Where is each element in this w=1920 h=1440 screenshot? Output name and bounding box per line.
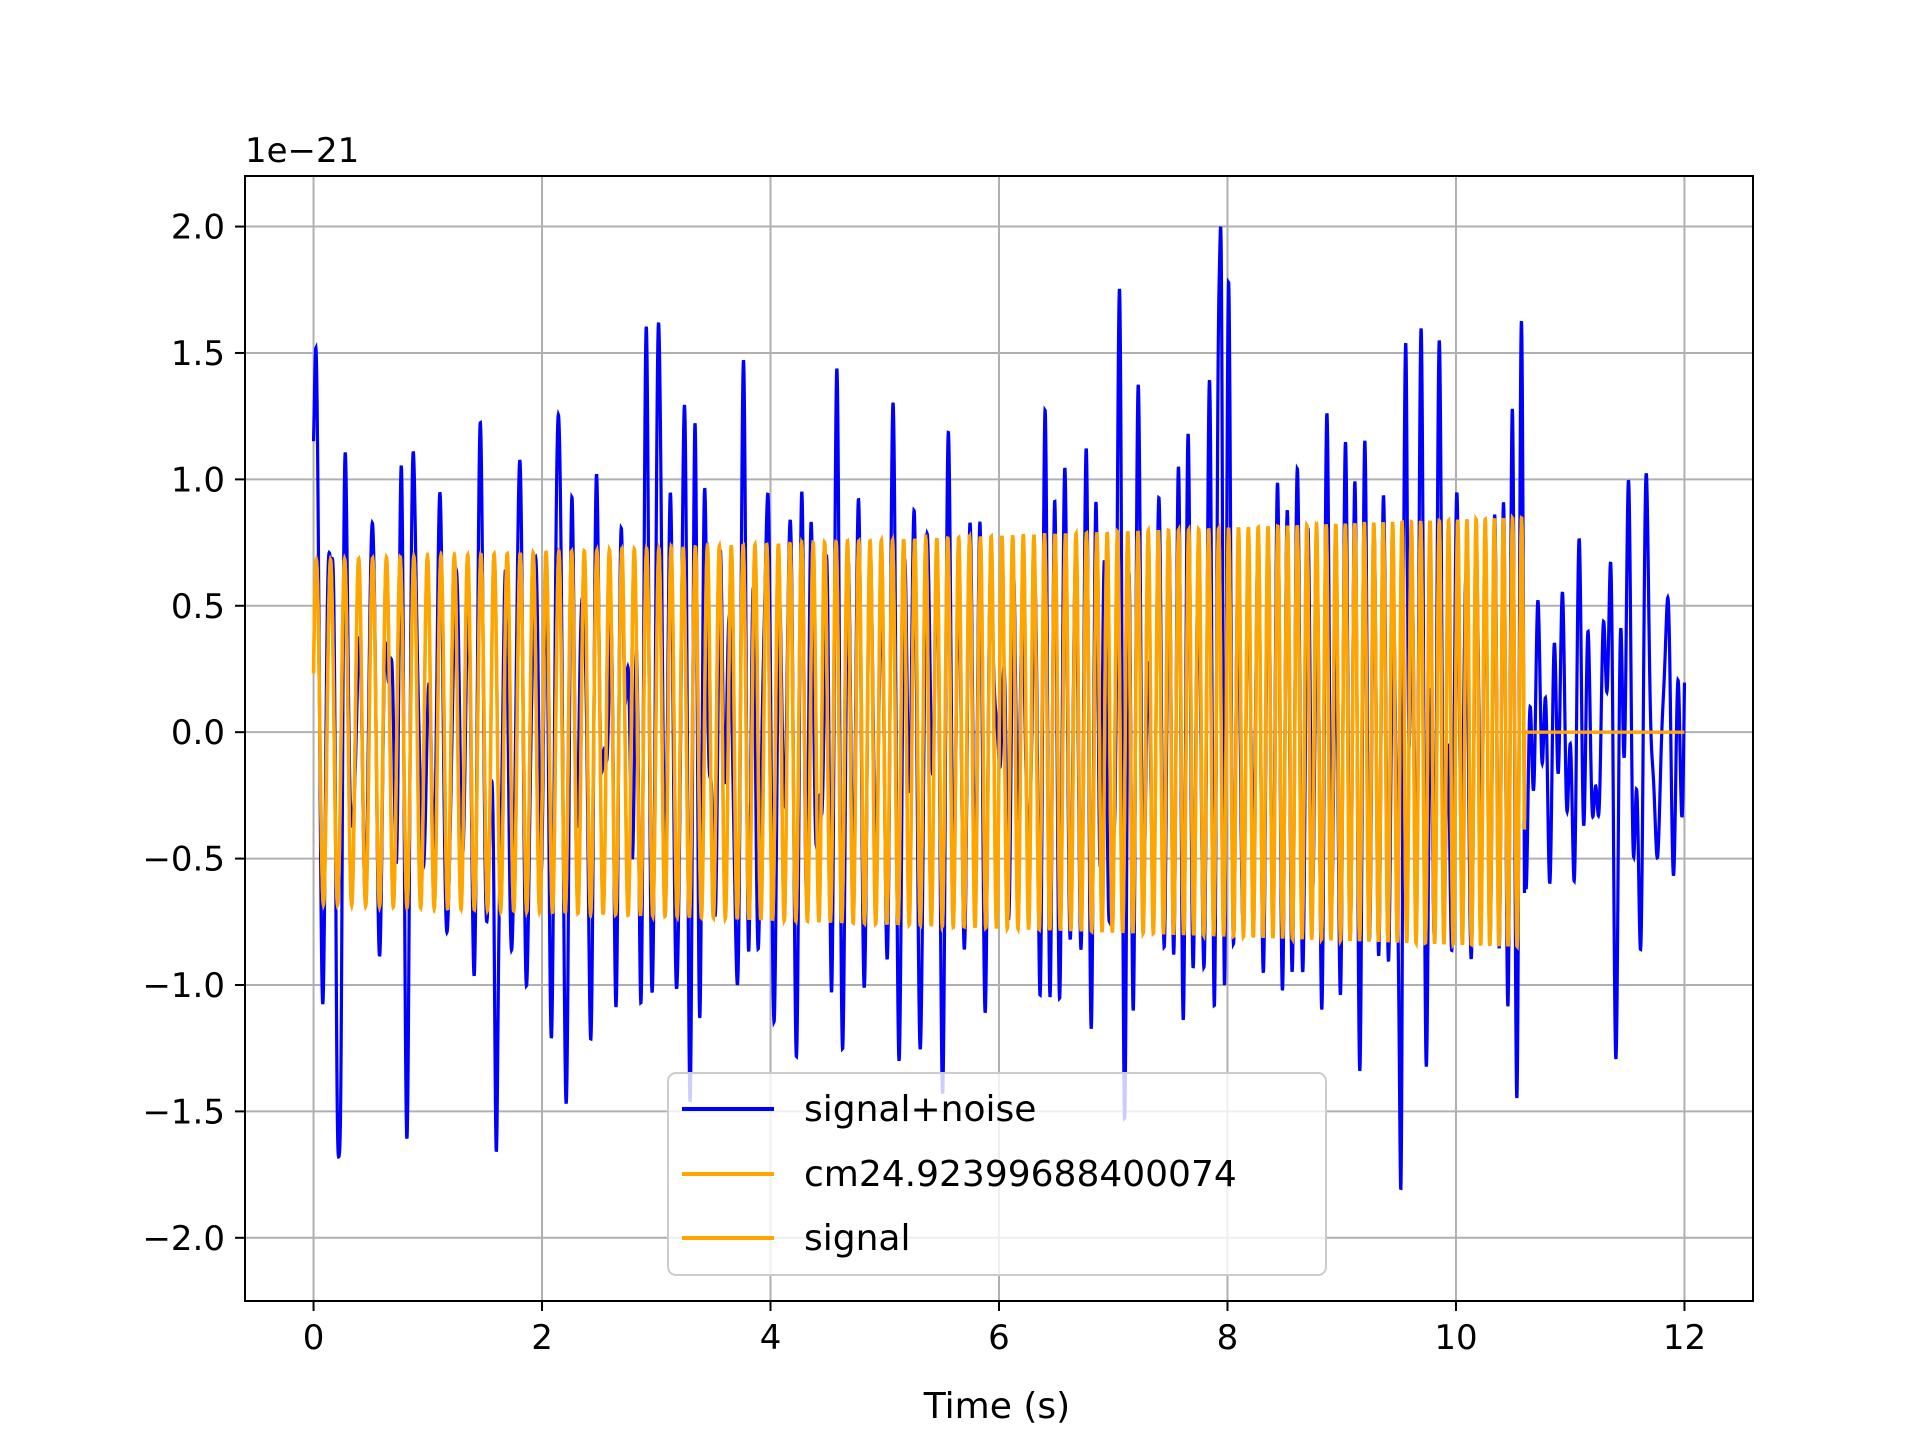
y-tick-label: −0.5 <box>142 840 225 880</box>
y-tick-label: 0.5 <box>171 587 225 627</box>
legend-label-cm: cm24.92399688400074 <box>804 1154 1237 1195</box>
y-tick-label: −2.0 <box>142 1219 225 1259</box>
y-tick-label: 1.5 <box>171 334 225 374</box>
y-tick-label: −1.5 <box>142 1092 225 1132</box>
legend-label-signal: signal <box>804 1218 911 1259</box>
series-layer <box>311 226 1687 1191</box>
y-tick-label: −1.0 <box>142 966 225 1006</box>
legend-label-signal-noise: signal+noise <box>804 1089 1036 1130</box>
y-tick-label: 2.0 <box>171 208 225 248</box>
x-tick-label: 6 <box>988 1318 1010 1358</box>
y-tick-label: 1.0 <box>171 460 225 500</box>
legend: signal+noise cm24.92399688400074 signal <box>667 1072 1327 1276</box>
x-tick-label: 10 <box>1434 1318 1477 1358</box>
x-tick-label: 0 <box>303 1318 325 1358</box>
x-tick-label: 4 <box>760 1318 782 1358</box>
y-tick-label: 0.0 <box>171 713 225 753</box>
x-tick-label: 12 <box>1663 1318 1706 1358</box>
series-signal-line <box>311 513 1685 951</box>
x-axis-label: Time (s) <box>923 1386 1070 1427</box>
y-offset-label: 1e−21 <box>245 131 359 171</box>
x-tick-label: 2 <box>531 1318 553 1358</box>
legend-box <box>667 1072 1327 1276</box>
x-tick-label: 8 <box>1217 1318 1239 1358</box>
ticks: 0 2 4 6 8 10 12 −2.0 −1.5 −1.0 −0.5 0.0 0.5 1.0 1.5 2.0 <box>142 208 1706 1358</box>
